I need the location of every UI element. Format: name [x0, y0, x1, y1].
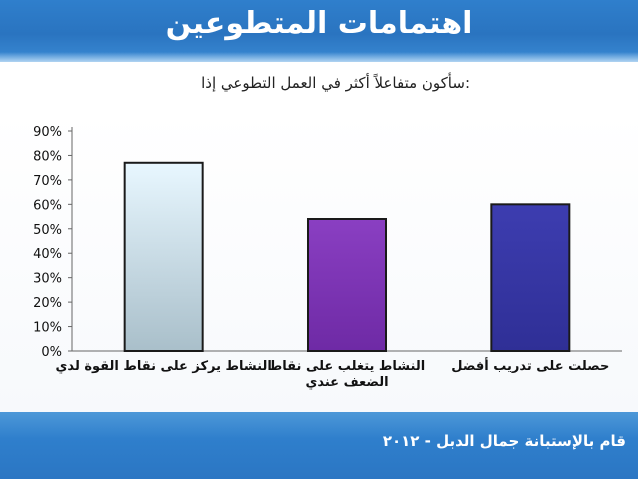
- x-tick-label: حصلت على تدريب أفضل: [451, 357, 609, 374]
- chart-subtitle: :سأكون متفاعلاً أكثر في العمل التطوعي إذ…: [201, 74, 470, 92]
- y-tick-label: 40%: [33, 247, 62, 262]
- bar-chart: 0% 10% 20% 30% 40% 50% 60% 70% 80% 90% النشاط يرك…: [33, 125, 622, 390]
- y-tick-label: 0%: [41, 345, 62, 360]
- slide-title: اهتمامات المتطوعين: [165, 6, 473, 41]
- y-tick-label: 90%: [33, 125, 62, 140]
- bar: [307, 218, 387, 352]
- y-tick-label: 60%: [33, 198, 62, 213]
- y-tick-label: 10%: [33, 321, 62, 336]
- bar: [490, 203, 571, 352]
- bars: [123, 161, 571, 352]
- footer-credit: قام بالإستبانة جمال الدبل - ٢٠١٢: [382, 432, 626, 450]
- y-tick-label: 70%: [33, 174, 62, 189]
- y-tick-label: 30%: [33, 272, 62, 287]
- x-tick-label: النشاط يركز على نقاط القوة لدي: [56, 359, 272, 374]
- bar: [123, 161, 204, 352]
- x-tick-label: الضعف عندي: [305, 375, 388, 390]
- title-banner: [0, 0, 638, 62]
- footer-banner: [0, 412, 638, 479]
- x-tick-label: النشاط يتغلب على نقاط: [269, 359, 425, 374]
- y-tick-label: 50%: [33, 223, 62, 238]
- y-tick-label: 20%: [33, 296, 62, 311]
- y-tick-label: 80%: [33, 149, 62, 164]
